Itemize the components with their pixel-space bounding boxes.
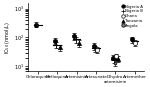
Y-axis label: IC$_{50}$ (nmol/L): IC$_{50}$ (nmol/L) [3,21,12,54]
Legend: Nigeria A, Nigeria B, Ghana, Tanzania, Angola: Nigeria A, Nigeria B, Ghana, Tanzania, A… [122,4,144,28]
